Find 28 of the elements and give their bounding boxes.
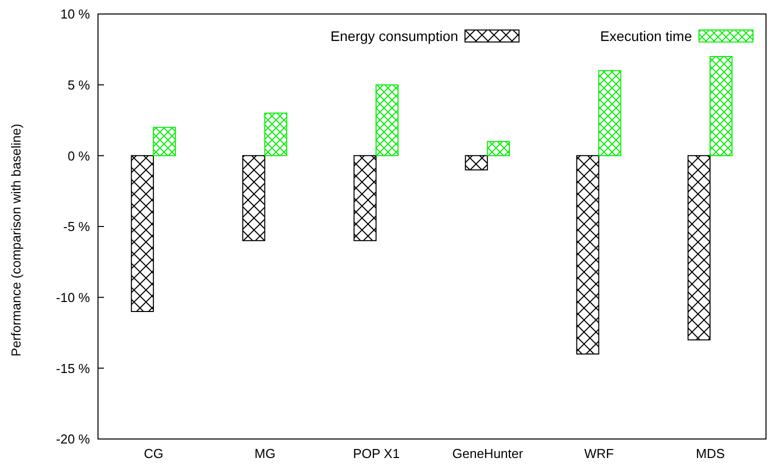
y-tick-label: -20 % — [56, 432, 90, 447]
bar — [152, 126, 176, 156]
legend-label: Execution time — [600, 28, 692, 44]
bar — [130, 155, 154, 312]
bar — [242, 155, 266, 242]
bar — [264, 112, 288, 156]
x-tick-label: WRF — [584, 446, 614, 462]
y-tick-label: -10 % — [56, 290, 90, 305]
bar — [710, 56, 733, 156]
y-tick-label: 5 % — [68, 77, 90, 92]
x-tick-label: MG — [254, 446, 276, 462]
bar — [598, 70, 622, 156]
x-tick-label: GeneHunter — [452, 446, 524, 462]
legend-label: Energy consumption — [330, 28, 458, 44]
y-tick-label: -5 % — [63, 219, 90, 234]
y-tick-label: 0 % — [68, 148, 90, 164]
x-tick-label: POP X1 — [352, 446, 400, 462]
x-tick-label: CG — [144, 446, 164, 462]
x-tick-label: MDS — [696, 446, 726, 462]
bar — [354, 155, 377, 242]
y-tick-label: 10 % — [60, 6, 90, 22]
bar — [376, 84, 399, 156]
y-tick-label: -15 % — [56, 360, 90, 376]
bar — [464, 155, 488, 170]
bar — [576, 155, 600, 354]
bar — [486, 141, 510, 156]
bar — [688, 155, 711, 340]
y-axis-title: Performance (comparison with baseline) — [8, 124, 24, 356]
